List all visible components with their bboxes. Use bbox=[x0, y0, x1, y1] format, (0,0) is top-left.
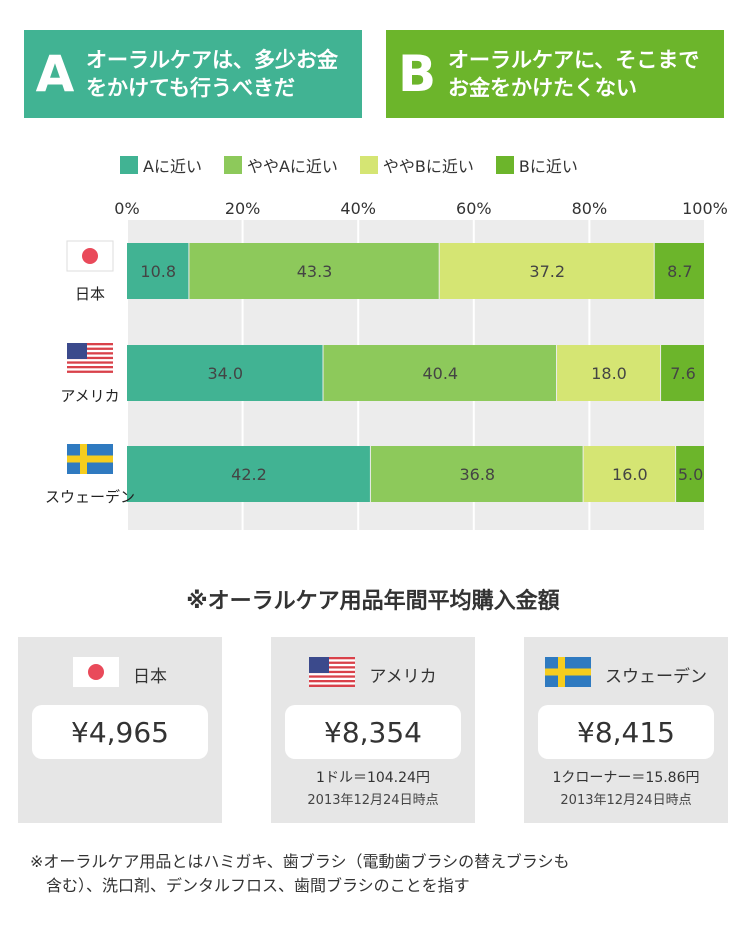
bar-segment bbox=[654, 243, 704, 299]
footnote-line1: ※オーラルケア用品とはハミガキ、歯ブラシ（電動歯ブラシの替えブラシも bbox=[30, 852, 570, 871]
card-rate-note: 1クローナー＝15.86円 bbox=[552, 770, 700, 786]
bar-value-label: 37.2 bbox=[529, 262, 565, 281]
card-value: ¥8,415 bbox=[538, 705, 714, 759]
statement-a-text: オーラルケアは、多少お金 をかけても行うべきだ bbox=[86, 46, 338, 102]
card-value: ¥8,354 bbox=[285, 705, 461, 759]
card-value: ¥4,965 bbox=[32, 705, 208, 759]
bar-value-label: 5.0 bbox=[678, 465, 703, 484]
card-usa: アメリカ ¥8,354 1ドル＝104.24円 2013年12月24日時点 bbox=[271, 637, 475, 823]
x-tick-label: 20% bbox=[225, 199, 261, 218]
bar-segment bbox=[127, 243, 189, 299]
card-sweden: スウェーデン ¥8,415 1クローナー＝15.86円 2013年12月24日時… bbox=[524, 637, 728, 823]
sweden-flag-icon bbox=[545, 657, 591, 692]
bar-segment bbox=[127, 446, 370, 502]
footnote-line2: 含む）、洗口剤、デンタルフロス、歯間ブラシのことを指す bbox=[46, 876, 470, 895]
legend-label: Bに近い bbox=[518, 157, 578, 176]
stacked-bar-chart: 0% 20% 40% 60% 80% 100% 10.8 43.3 37.2 8.7 日本 34.0 4… bbox=[45, 199, 728, 530]
bar-value-label: 18.0 bbox=[591, 364, 627, 383]
statement-a-letter: A bbox=[35, 45, 75, 103]
legend-swatch bbox=[120, 156, 138, 174]
statement-b-text: オーラルケアに、そこまで お金をかけたくない bbox=[448, 46, 699, 102]
usa-flag-icon bbox=[309, 657, 356, 692]
bar-value-label: 34.0 bbox=[207, 364, 243, 383]
statement-a: A オーラルケアは、多少お金 をかけても行うべきだ bbox=[24, 30, 362, 118]
bar-segment bbox=[323, 345, 557, 401]
bar-value-label: 36.8 bbox=[459, 465, 495, 484]
bar-segment bbox=[127, 345, 323, 401]
legend-item: ややBに近い bbox=[359, 152, 474, 178]
card-country: 日本 bbox=[133, 667, 167, 687]
card-date-note: 2013年12月24日時点 bbox=[307, 793, 439, 808]
country-label: スウェーデン bbox=[45, 488, 135, 506]
legend-item: Bに近い bbox=[495, 152, 578, 178]
bar-value-label: 40.4 bbox=[422, 364, 458, 383]
bar-value-label: 16.0 bbox=[612, 465, 648, 484]
cards-title: ※オーラルケア用品年間平均購入金額 bbox=[186, 589, 560, 614]
bar-segment bbox=[583, 446, 676, 502]
legend-label: ややBに近い bbox=[382, 157, 474, 176]
chart-legend: Aに近い ややAに近い ややBに近い Bに近い bbox=[120, 152, 730, 178]
bar-value-label: 10.8 bbox=[140, 262, 176, 281]
statement-b-letter: B bbox=[397, 45, 437, 103]
japan-flag-icon bbox=[73, 657, 119, 692]
statement-b-line1: オーラルケアに、そこまで bbox=[448, 48, 700, 72]
legend-item: Aに近い bbox=[120, 152, 202, 178]
bar-value-label: 43.3 bbox=[297, 262, 333, 281]
legend-swatch bbox=[359, 156, 378, 174]
bar-value-label: 42.2 bbox=[231, 465, 267, 484]
card-country: スウェーデン bbox=[605, 667, 707, 687]
bar-segment bbox=[370, 446, 583, 502]
bar-segment bbox=[189, 243, 439, 299]
legend-swatch bbox=[495, 156, 514, 174]
card-rate-note: 1ドル＝104.24円 bbox=[316, 770, 430, 786]
bar-segment bbox=[661, 345, 704, 401]
card-country: アメリカ bbox=[369, 667, 437, 687]
footnote: ※オーラルケア用品とはハミガキ、歯ブラシ（電動歯ブラシの替えブラシも 含む）、洗… bbox=[30, 850, 720, 898]
country-flag-icon bbox=[67, 343, 113, 373]
legend-label: ややAに近い bbox=[246, 157, 338, 176]
bar-segment bbox=[439, 243, 654, 299]
x-tick-label: 0% bbox=[114, 199, 139, 218]
x-tick-label: 100% bbox=[682, 199, 728, 218]
statement-a-line2: をかけても行うべきだ bbox=[86, 76, 295, 100]
country-label: 日本 bbox=[75, 285, 105, 303]
country-label: アメリカ bbox=[60, 387, 119, 405]
statement-a-line1: オーラルケアは、多少お金 bbox=[86, 48, 338, 72]
country-flag-icon bbox=[66, 240, 114, 272]
card-japan: 日本 ¥4,965 bbox=[18, 637, 222, 823]
statement-b: B オーラルケアに、そこまで お金をかけたくない bbox=[386, 30, 724, 118]
x-tick-label: 80% bbox=[572, 199, 608, 218]
legend-label: Aに近い bbox=[143, 157, 202, 176]
bar-value-label: 7.6 bbox=[670, 364, 695, 383]
bar-value-label: 8.7 bbox=[667, 262, 692, 281]
bar-segment bbox=[557, 345, 661, 401]
x-tick-label: 60% bbox=[456, 199, 492, 218]
bar-segment bbox=[676, 446, 704, 502]
statement-b-line2: お金をかけたくない bbox=[448, 76, 637, 100]
x-tick-label: 40% bbox=[340, 199, 376, 218]
legend-swatch bbox=[223, 156, 242, 174]
country-flag-icon bbox=[67, 444, 113, 474]
legend-item: ややAに近い bbox=[223, 152, 338, 178]
card-date-note: 2013年12月24日時点 bbox=[560, 793, 692, 808]
